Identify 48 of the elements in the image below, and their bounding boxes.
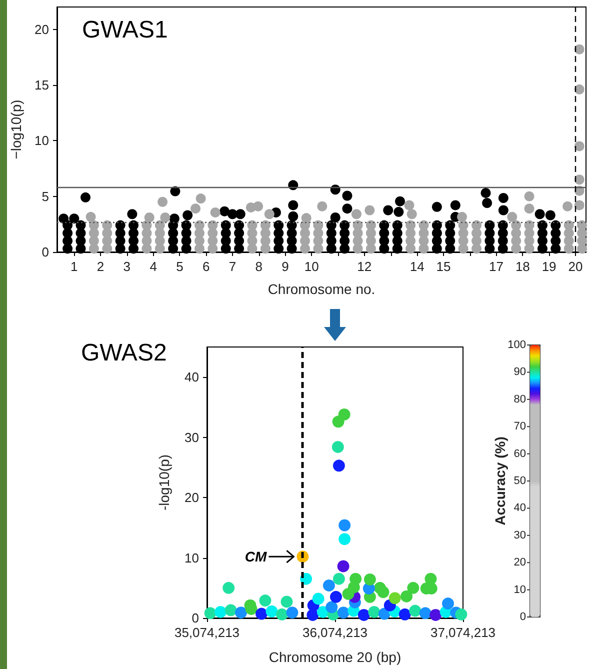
chart-title: GWAS1	[82, 16, 168, 44]
color-bar-label: 10	[514, 584, 526, 596]
x-tick-label: 17	[489, 259, 504, 274]
x-tick-label: 4	[150, 259, 157, 274]
y-axis-title: −log10(p)	[8, 100, 24, 160]
y-tick-label: 0	[42, 244, 49, 260]
x-tick-label: 14	[410, 259, 424, 274]
y-tick-label: 30	[184, 430, 199, 445]
color-bar-label: 100	[508, 339, 526, 351]
y-tick-label: 40	[184, 370, 199, 385]
chart-title: GWAS2	[81, 340, 167, 366]
color-bar-label: 30	[514, 529, 526, 542]
x-tick-label: 20	[568, 259, 583, 274]
color-bar-title: Accuracy (%)	[492, 436, 508, 526]
color-bar-label: 20	[514, 556, 526, 569]
x-tick-label: 18	[515, 259, 530, 274]
x-tick-label: 2	[96, 259, 104, 274]
y-tick-label: 20	[184, 490, 199, 506]
x-tick-label: 19	[542, 259, 556, 274]
color-bar-label: 80	[514, 393, 526, 406]
x-axis-title: Chromosome no.	[268, 281, 376, 297]
x-axis-title: Chromosome 20 (bp)	[268, 649, 402, 665]
color-bar-label: 90	[514, 366, 526, 378]
y-tick-label: 15	[34, 77, 49, 92]
y-tick-label: 20	[34, 22, 49, 37]
color-bar-label: 50	[514, 475, 526, 487]
y-tick-label: 10	[184, 550, 199, 566]
x-tick-label: 37,074,213	[430, 625, 496, 640]
y-tick-label: 5	[42, 188, 49, 204]
annotation: CM	[244, 548, 268, 565]
y-tick-label: 0	[192, 610, 199, 626]
y-axis-title: -log10(p)	[156, 454, 172, 511]
color-bar-label: 70	[514, 420, 526, 433]
x-tick-label: 9	[282, 259, 289, 274]
x-tick-label: 7	[228, 259, 236, 274]
x-tick-label: 1	[70, 259, 78, 274]
x-tick-label: 10	[304, 259, 319, 274]
x-tick-label: 8	[255, 259, 262, 274]
x-tick-label: 12	[357, 259, 372, 274]
x-tick-label: 15	[436, 259, 451, 274]
color-bar-label: 0	[520, 611, 526, 623]
color-bar-label: 40	[514, 502, 526, 514]
color-bar-label: 60	[514, 448, 526, 460]
y-tick-label: 10	[34, 133, 49, 148]
x-tick-label: 35,074,213	[174, 625, 240, 640]
x-tick-label: 6	[202, 259, 210, 274]
x-tick-label: 3	[123, 259, 131, 274]
x-tick-label: 36,074,213	[302, 625, 368, 640]
